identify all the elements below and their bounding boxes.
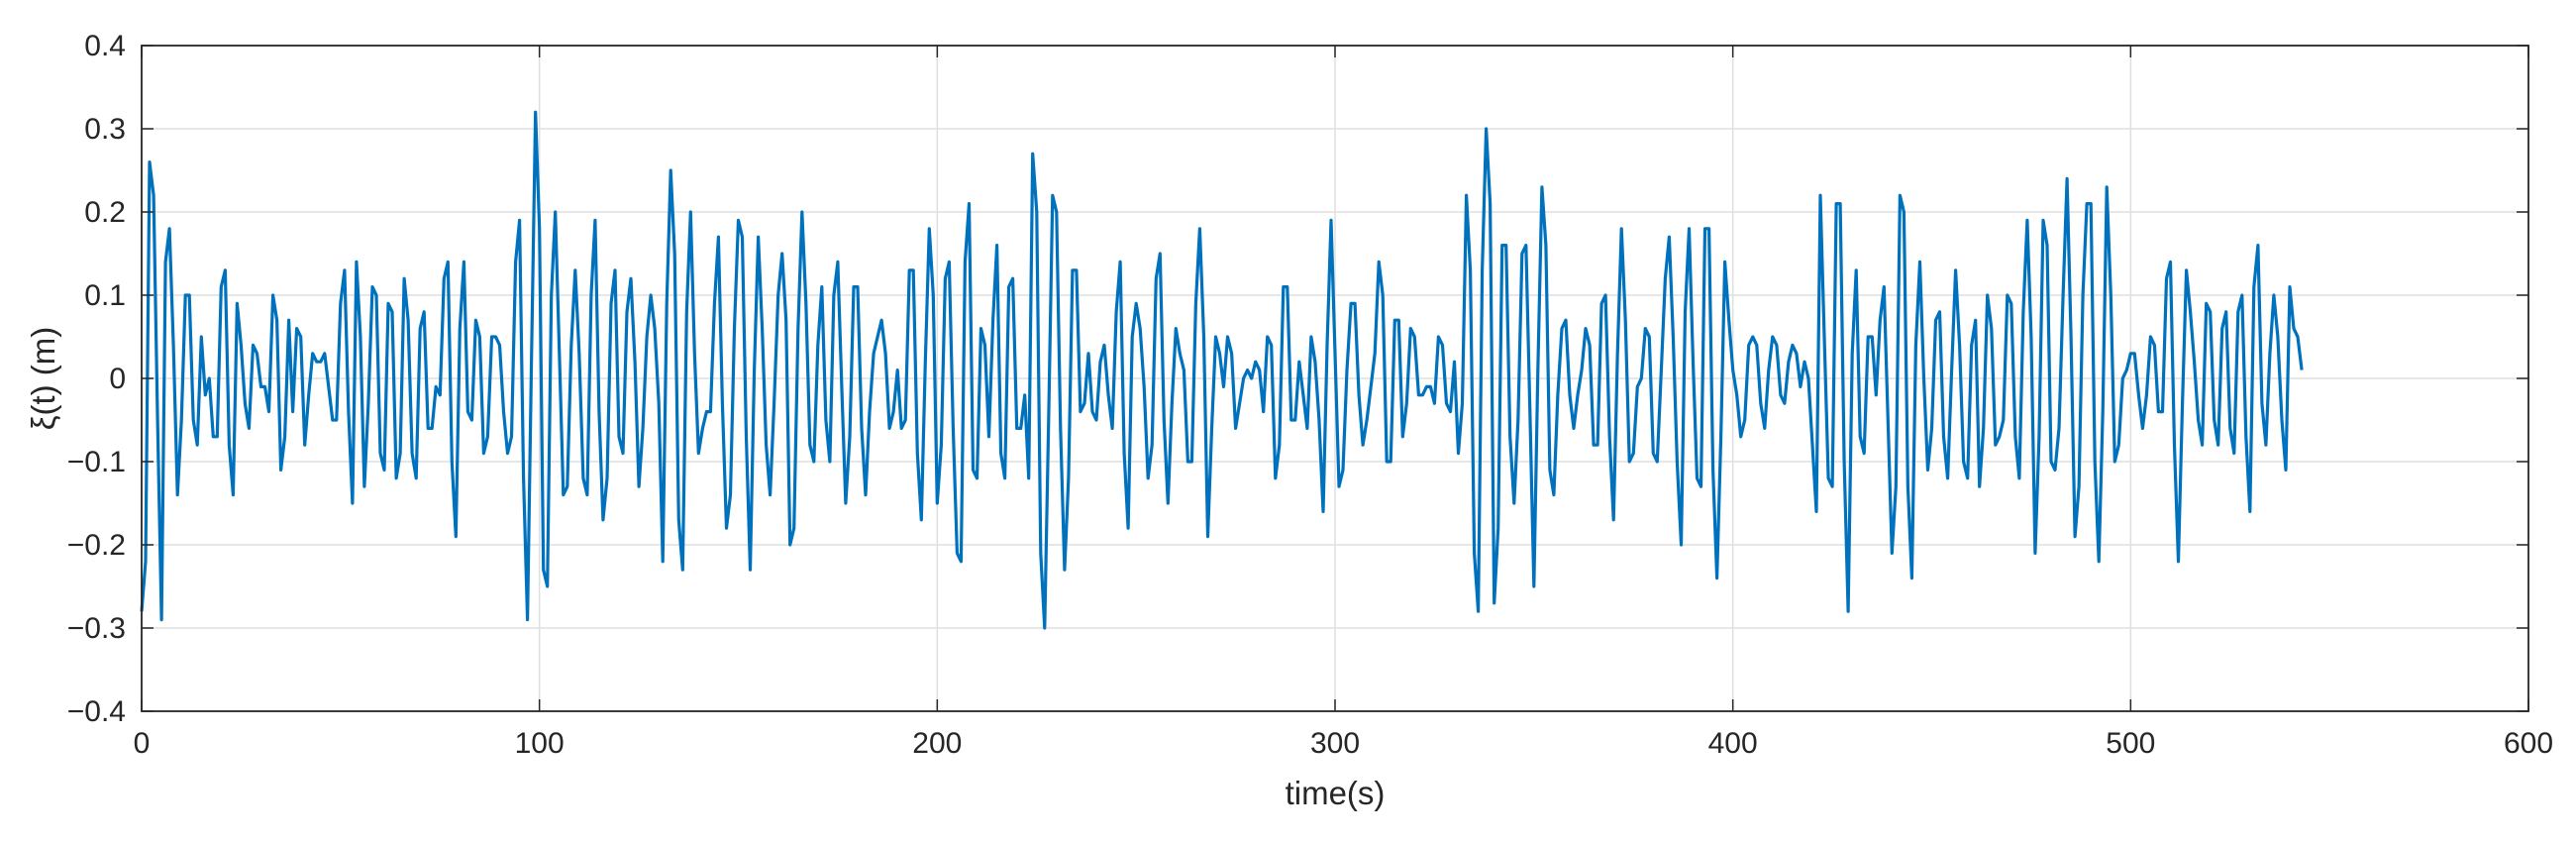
y-tick-label: 0.1 [84, 279, 126, 312]
series-layer [140, 110, 2304, 630]
x-tick-label: 400 [1708, 727, 1758, 760]
x-tick-label: 500 [2106, 727, 2155, 760]
x-axis-title: time(s) [1286, 775, 1386, 811]
y-tick-label: 0.2 [84, 196, 126, 229]
y-tick-label: 0 [109, 363, 126, 395]
y-tick-label: 0.4 [84, 30, 126, 62]
y-axis-title: ξ(t) (m) [25, 327, 61, 431]
x-tick-label: 600 [2504, 727, 2553, 760]
y-tick-label: −0.4 [67, 695, 126, 728]
x-tick-label: 0 [134, 727, 151, 760]
y-tick-label: −0.3 [67, 612, 126, 645]
y-tick-label: −0.2 [67, 529, 126, 562]
x-tick-label: 100 [515, 727, 565, 760]
x-tick-label: 200 [912, 727, 962, 760]
y-tick-label: 0.3 [84, 113, 126, 146]
x-tick-label: 300 [1310, 727, 1360, 760]
series-line [140, 110, 2304, 630]
axis-ticks: 0 100 200 300 400 500 600 −0.4 −0.3 −0.2 −0.1 0 0.1 0… [67, 30, 2553, 760]
y-tick-label: −0.1 [67, 446, 126, 478]
